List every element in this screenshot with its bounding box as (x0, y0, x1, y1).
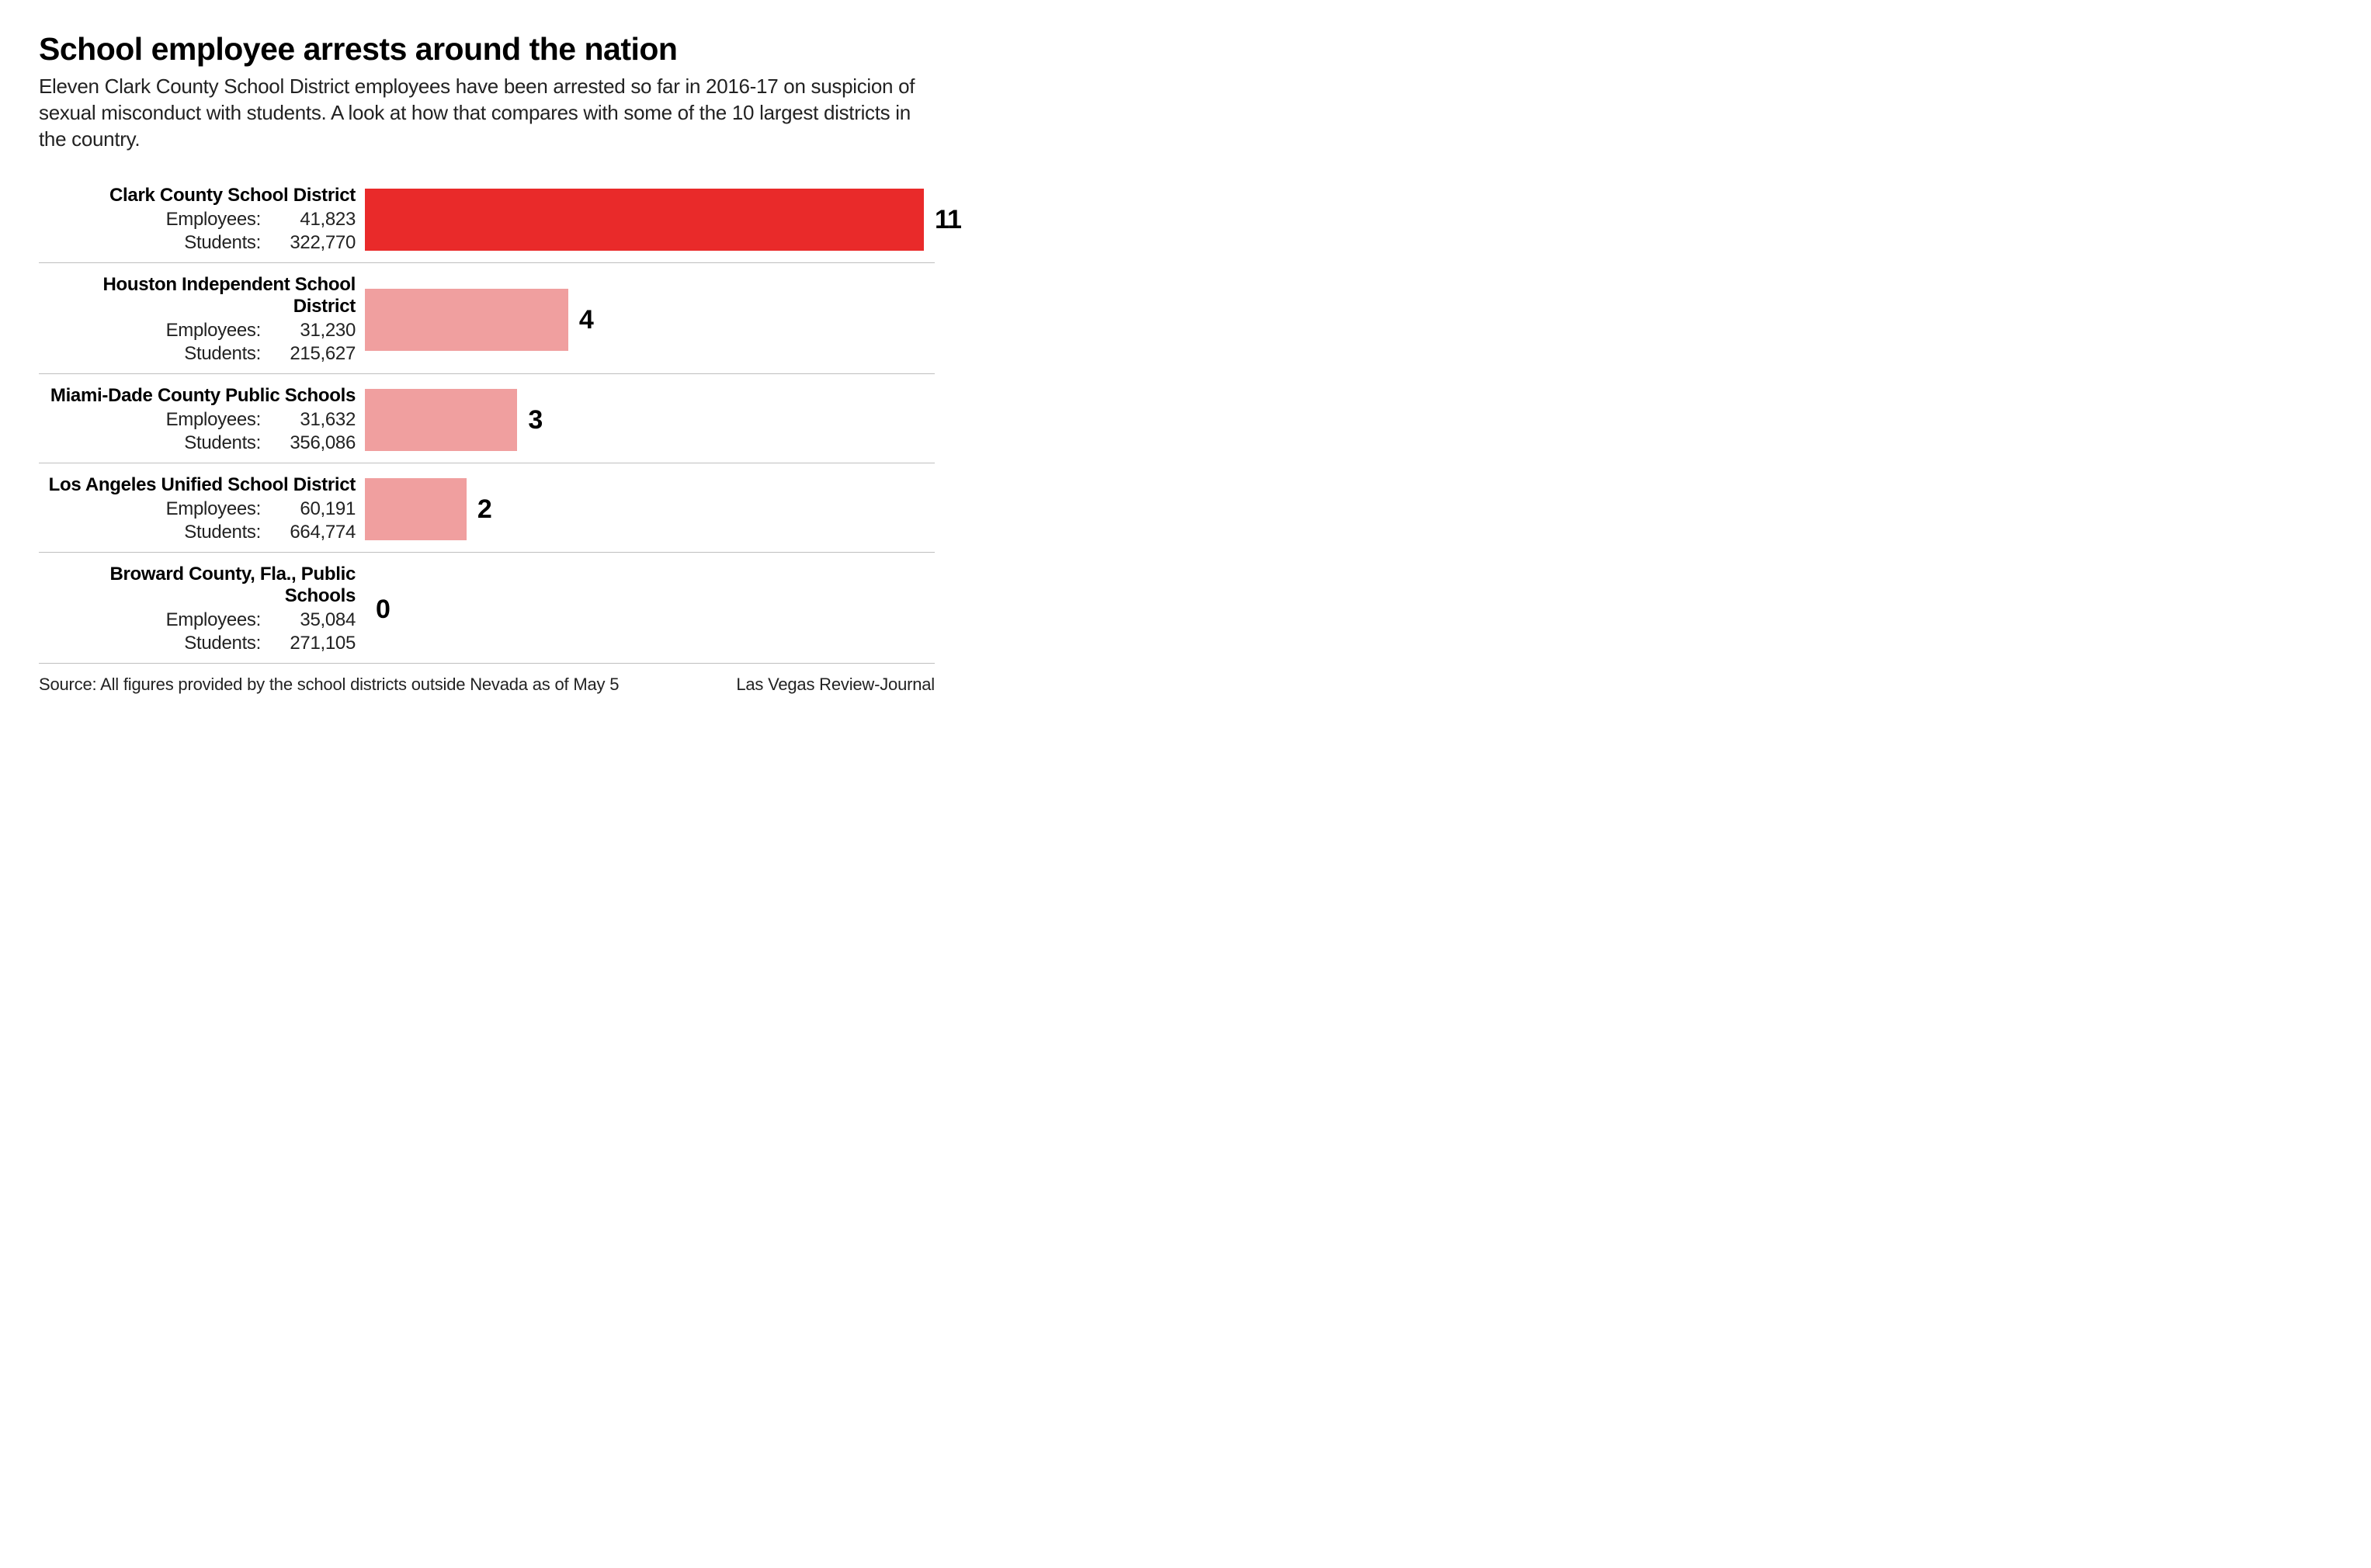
employees-label: Employees: (166, 319, 261, 342)
chart-subtitle: Eleven Clark County School District empl… (39, 74, 935, 152)
students-value: 322,770 (275, 231, 356, 255)
employees-value: 60,191 (275, 498, 356, 521)
bar-area: 11 (365, 185, 961, 255)
bar (365, 478, 467, 540)
students-value: 356,086 (275, 432, 356, 455)
employees-value: 41,823 (275, 208, 356, 231)
employees-label: Employees: (166, 609, 261, 632)
students-label: Students: (184, 432, 261, 455)
students-label: Students: (184, 231, 261, 255)
chart-row: Clark County School DistrictEmployees: 41… (39, 174, 935, 263)
chart-row: Broward County, Fla., Public SchoolsEmpl… (39, 553, 935, 664)
employees-value: 31,632 (275, 408, 356, 432)
district-name: Miami-Dade County Public Schools (39, 385, 356, 407)
district-name: Houston Independent School District (39, 274, 356, 317)
students-label: Students: (184, 521, 261, 544)
bar-value-label: 4 (579, 305, 593, 335)
students-label: Students: (184, 632, 261, 655)
students-line: Students: 356,086 (39, 432, 356, 455)
district-name: Broward County, Fla., Public Schools (39, 564, 356, 607)
bar-area: 2 (365, 474, 935, 544)
bar-value-label: 2 (477, 494, 491, 525)
chart-row: Miami-Dade County Public SchoolsEmployee… (39, 374, 935, 463)
row-labels: Miami-Dade County Public SchoolsEmployee… (39, 385, 365, 455)
employees-line: Employees: 60,191 (39, 498, 356, 521)
students-value: 664,774 (275, 521, 356, 544)
students-value: 271,105 (275, 632, 356, 655)
row-labels: Broward County, Fla., Public SchoolsEmpl… (39, 564, 365, 655)
students-line: Students: 215,627 (39, 342, 356, 366)
bar-value-label: 11 (935, 205, 961, 235)
row-labels: Clark County School DistrictEmployees: 41… (39, 185, 365, 255)
district-name: Los Angeles Unified School District (39, 474, 356, 496)
students-label: Students: (184, 342, 261, 366)
students-line: Students: 322,770 (39, 231, 356, 255)
bar-value-label: 3 (528, 405, 542, 435)
employees-value: 35,084 (275, 609, 356, 632)
bar-area: 4 (365, 274, 935, 366)
employees-line: Employees: 41,823 (39, 208, 356, 231)
employees-label: Employees: (166, 408, 261, 432)
bar-area: 3 (365, 385, 935, 455)
row-labels: Houston Independent School DistrictEmplo… (39, 274, 365, 366)
students-value: 215,627 (275, 342, 356, 366)
source-text: Source: All figures provided by the scho… (39, 675, 619, 695)
employees-line: Employees: 31,632 (39, 408, 356, 432)
bar-area: 0 (365, 564, 935, 655)
students-line: Students: 271,105 (39, 632, 356, 655)
bar (365, 189, 924, 251)
employees-line: Employees: 35,084 (39, 609, 356, 632)
chart-row: Houston Independent School DistrictEmplo… (39, 263, 935, 374)
bar (365, 389, 517, 451)
employees-value: 31,230 (275, 319, 356, 342)
bar-value-label: 0 (376, 595, 390, 625)
chart-title: School employee arrests around the natio… (39, 31, 935, 68)
employees-label: Employees: (166, 498, 261, 521)
bar-chart: Clark County School DistrictEmployees:41… (39, 174, 935, 664)
credit-text: Las Vegas Review-Journal (736, 675, 935, 695)
employees-label: Employees: (166, 208, 261, 231)
district-name: Clark County School District (39, 185, 356, 206)
chart-row: Los Angeles Unified School DistrictEmplo… (39, 463, 935, 553)
row-labels: Los Angeles Unified School DistrictEmplo… (39, 474, 365, 544)
employees-line: Employees: 31,230 (39, 319, 356, 342)
chart-footer: Source: All figures provided by the scho… (39, 675, 935, 695)
students-line: Students: 664,774 (39, 521, 356, 544)
bar (365, 289, 568, 351)
